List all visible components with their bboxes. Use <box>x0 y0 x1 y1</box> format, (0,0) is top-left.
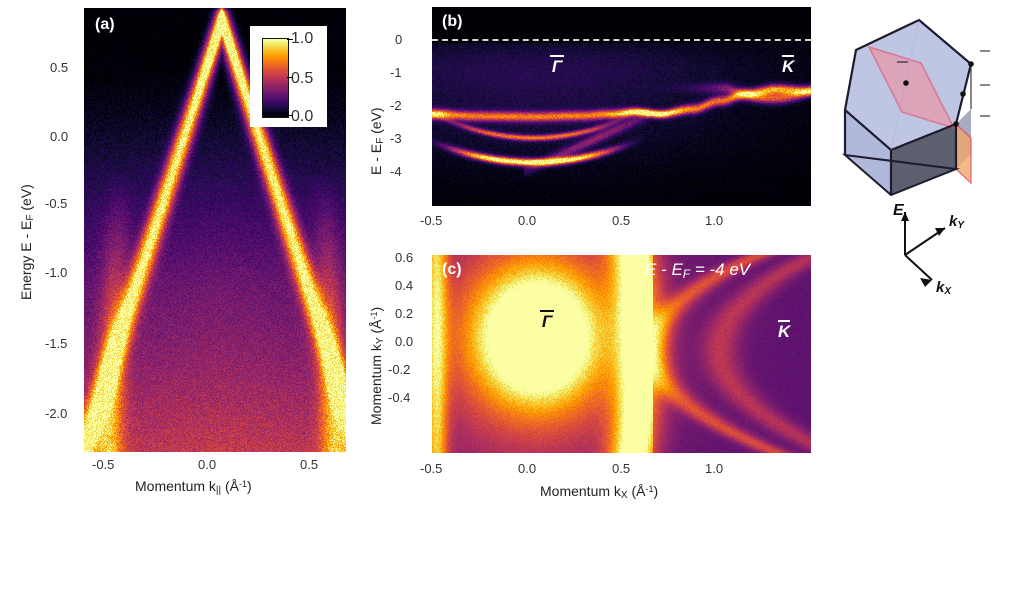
svg-text:kX: kX <box>936 279 952 297</box>
svg-text:E: E <box>893 202 905 219</box>
svg-text:kY: kY <box>949 213 965 231</box>
